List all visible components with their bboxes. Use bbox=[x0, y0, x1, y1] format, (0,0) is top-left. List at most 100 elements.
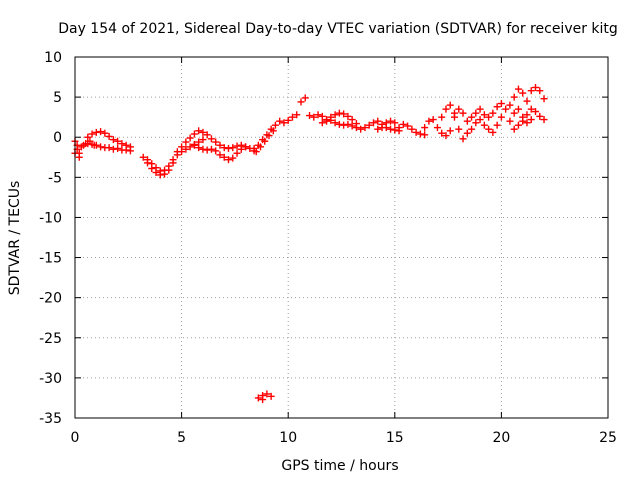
data-point bbox=[284, 116, 292, 124]
data-point bbox=[352, 120, 360, 128]
data-point bbox=[408, 125, 416, 133]
data-point bbox=[323, 117, 331, 125]
data-point bbox=[416, 130, 424, 138]
data-point bbox=[314, 111, 322, 119]
y-tick-label: -35 bbox=[39, 411, 62, 427]
data-point bbox=[261, 137, 269, 145]
y-tick-label: -20 bbox=[39, 291, 62, 307]
data-point bbox=[152, 164, 160, 172]
x-axis-label: GPS time / hours bbox=[281, 458, 398, 474]
data-point bbox=[433, 124, 441, 132]
data-point bbox=[327, 113, 335, 121]
y-tick-label: -25 bbox=[39, 331, 62, 347]
data-point bbox=[331, 111, 339, 119]
data-point bbox=[502, 105, 510, 113]
data-point bbox=[344, 120, 352, 128]
x-tick-labels: 0 5 10 15 20 25 bbox=[71, 430, 617, 446]
data-point bbox=[387, 125, 395, 133]
data-point bbox=[216, 141, 224, 149]
data-point bbox=[374, 117, 382, 125]
data-point bbox=[203, 131, 211, 139]
data-point bbox=[186, 134, 194, 142]
data-point bbox=[259, 396, 267, 404]
data-point bbox=[207, 145, 215, 153]
data-point bbox=[480, 121, 488, 129]
data-point bbox=[212, 138, 220, 146]
data-point bbox=[532, 83, 540, 91]
data-point bbox=[438, 129, 446, 137]
data-point bbox=[429, 116, 437, 124]
data-point bbox=[378, 124, 386, 132]
data-point bbox=[335, 109, 343, 117]
data-point bbox=[97, 128, 105, 136]
data-point bbox=[344, 112, 352, 120]
data-point bbox=[536, 112, 544, 120]
data-point bbox=[263, 390, 271, 398]
data-point bbox=[425, 117, 433, 125]
data-point bbox=[510, 109, 518, 117]
y-tick-label: -10 bbox=[39, 210, 62, 226]
data-point bbox=[361, 124, 369, 132]
data-point bbox=[220, 153, 228, 161]
data-point bbox=[220, 144, 228, 152]
data-point bbox=[331, 119, 339, 127]
data-point bbox=[506, 101, 514, 109]
data-point bbox=[178, 148, 186, 156]
data-point bbox=[489, 128, 497, 136]
y-tick-label: -30 bbox=[39, 371, 62, 387]
data-point bbox=[122, 141, 130, 149]
data-point bbox=[335, 120, 343, 128]
data-point bbox=[369, 119, 377, 127]
data-point bbox=[190, 141, 198, 149]
y-tick-labels: 10 5 0 -5 -10 -15 -20 -25 -30 -35 bbox=[39, 50, 62, 427]
data-point bbox=[237, 141, 245, 149]
x-tick-label: 25 bbox=[599, 430, 617, 446]
data-point bbox=[101, 129, 109, 137]
data-point bbox=[293, 111, 301, 119]
x-tick-label: 20 bbox=[492, 430, 510, 446]
data-point bbox=[199, 128, 207, 136]
data-point bbox=[348, 116, 356, 124]
data-point bbox=[199, 136, 207, 144]
data-point bbox=[207, 135, 215, 143]
data-point bbox=[391, 126, 399, 134]
data-point bbox=[459, 109, 467, 117]
data-point bbox=[139, 153, 147, 161]
y-tick-label: -15 bbox=[39, 251, 62, 267]
data-point bbox=[523, 119, 531, 127]
data-point bbox=[114, 137, 122, 145]
data-point bbox=[450, 109, 458, 117]
data-point bbox=[267, 392, 275, 400]
data-point bbox=[118, 140, 126, 148]
data-point bbox=[382, 119, 390, 127]
data-point bbox=[252, 148, 260, 156]
data-point bbox=[92, 141, 100, 149]
data-point bbox=[269, 127, 277, 135]
data-point bbox=[399, 120, 407, 128]
data-point bbox=[148, 160, 156, 168]
data-point bbox=[265, 132, 273, 140]
data-point bbox=[340, 110, 348, 118]
data-point bbox=[156, 167, 164, 175]
data-point bbox=[229, 144, 237, 152]
data-point bbox=[254, 394, 262, 402]
data-point bbox=[310, 113, 318, 121]
data-point bbox=[225, 144, 233, 152]
data-point bbox=[489, 109, 497, 117]
data-point bbox=[455, 125, 463, 133]
data-point bbox=[186, 143, 194, 151]
y-tick-label: -5 bbox=[48, 170, 62, 186]
grid-lines bbox=[75, 57, 608, 418]
data-point bbox=[540, 116, 548, 124]
y-tick-label: 5 bbox=[53, 90, 62, 106]
y-tick-label: 0 bbox=[53, 130, 62, 146]
data-point bbox=[280, 119, 288, 127]
data-point bbox=[318, 112, 326, 120]
data-point bbox=[480, 111, 488, 119]
y-axis-label: SDTVAR / TECUs bbox=[7, 181, 23, 296]
data-point bbox=[301, 94, 309, 102]
data-point bbox=[114, 144, 122, 152]
y-tick-label: 10 bbox=[44, 50, 62, 66]
data-point bbox=[510, 125, 518, 133]
